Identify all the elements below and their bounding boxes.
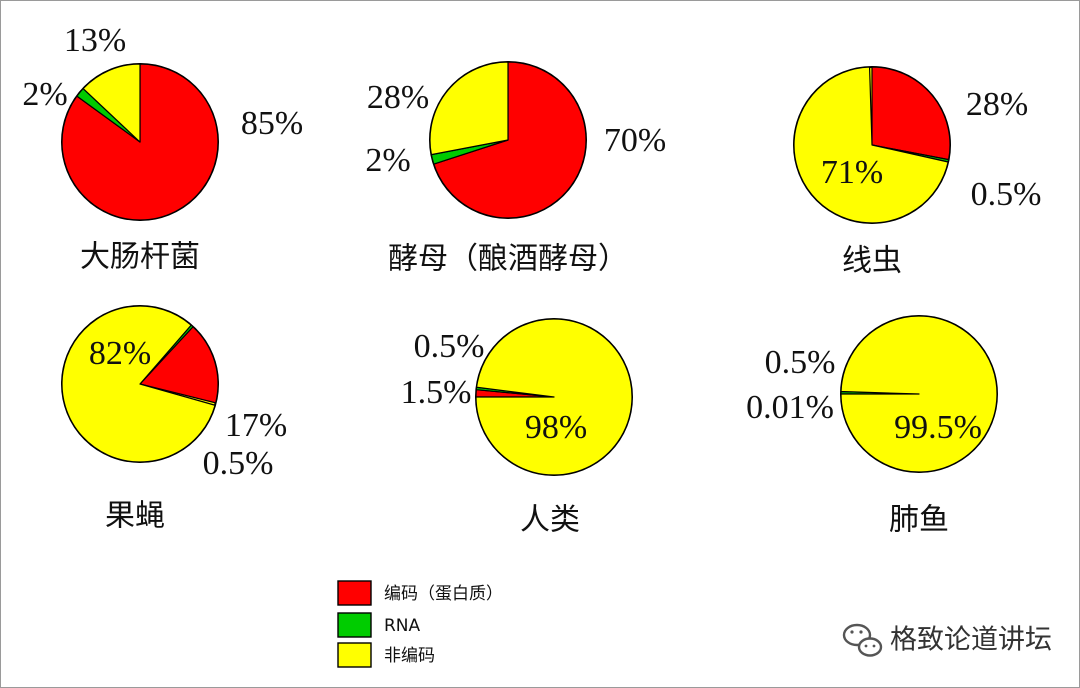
slice-label-coding: 0.01% — [746, 389, 834, 426]
slice-label-rna: 2% — [365, 142, 410, 179]
slice-label-noncoding: 71% — [821, 154, 883, 191]
pie-title: 大肠杆菌 — [80, 240, 200, 275]
legend-swatch-noncoding — [337, 642, 372, 668]
slice-label-noncoding: 99.5% — [894, 409, 982, 446]
slice-label-coding: 1.5% — [401, 374, 472, 411]
slice-label-coding: 70% — [604, 122, 666, 159]
slice-label-noncoding: 98% — [525, 409, 587, 446]
pie-title: 果蝇 — [105, 499, 165, 534]
pie-chart-6: 0.01% 0.5% 99.5% 肺鱼 — [746, 315, 998, 538]
pie-title: 线虫 — [842, 244, 902, 279]
slice-label-noncoding: 13% — [64, 22, 126, 59]
slice-label-rna: 2% — [22, 76, 67, 113]
legend-swatch-coding — [337, 580, 372, 606]
pie-slice-noncoding — [793, 66, 949, 224]
pie-chart-1: 85% 2% 13% 大肠杆菌 — [22, 22, 303, 275]
pie-slice-coding — [139, 326, 219, 404]
slice-label-coding: 17% — [225, 407, 287, 444]
slice-label-rna: 0.5% — [971, 176, 1042, 213]
watermark: 格致论道讲坛 — [842, 623, 1052, 657]
pie-slice-noncoding — [82, 63, 141, 143]
slice-label-coding: 85% — [241, 105, 303, 142]
pie-title: 肺鱼 — [889, 503, 949, 538]
pie-chart-5: 1.5% 0.5% 98% 人类 — [401, 318, 633, 538]
pie-slice-noncoding — [61, 305, 216, 463]
pie-title: 酵母（酿酒酵母） — [388, 242, 628, 277]
pie-chart-4: 17%0.5% 82% 果蝇 — [61, 305, 287, 534]
watermark-text: 格致论道讲坛 — [890, 625, 1052, 656]
pie-chart-3: 28% 0.5% 71% 线虫 — [793, 66, 1042, 279]
pie-slice-noncoding — [475, 318, 633, 476]
slice-label-noncoding: 82% — [89, 335, 151, 372]
pie-chart-2: 70% 2% 28% 酵母（酿酒酵母） — [365, 61, 666, 277]
wechat-icon — [842, 623, 883, 657]
legend-label-coding: 编码（蛋白质） — [384, 584, 503, 604]
slice-label-rna: 0.5% — [203, 445, 274, 482]
legend: 编码（蛋白质） RNA 非编码 — [337, 580, 503, 668]
legend-label-noncoding: 非编码 — [384, 646, 435, 666]
pie-slice-noncoding — [840, 315, 998, 473]
slice-label-rna: 0.5% — [414, 328, 485, 365]
slice-label-rna: 0.5% — [765, 344, 836, 381]
legend-swatch-rna — [337, 612, 372, 638]
pie-title: 人类 — [520, 503, 580, 538]
slice-label-noncoding: 28% — [367, 79, 429, 116]
legend-label-rna: RNA — [384, 616, 421, 636]
pie-slice-noncoding — [429, 61, 509, 156]
slice-label-coding: 28% — [966, 86, 1028, 123]
pie-slice-coding — [871, 66, 951, 161]
pie-slice-coding — [433, 61, 587, 219]
